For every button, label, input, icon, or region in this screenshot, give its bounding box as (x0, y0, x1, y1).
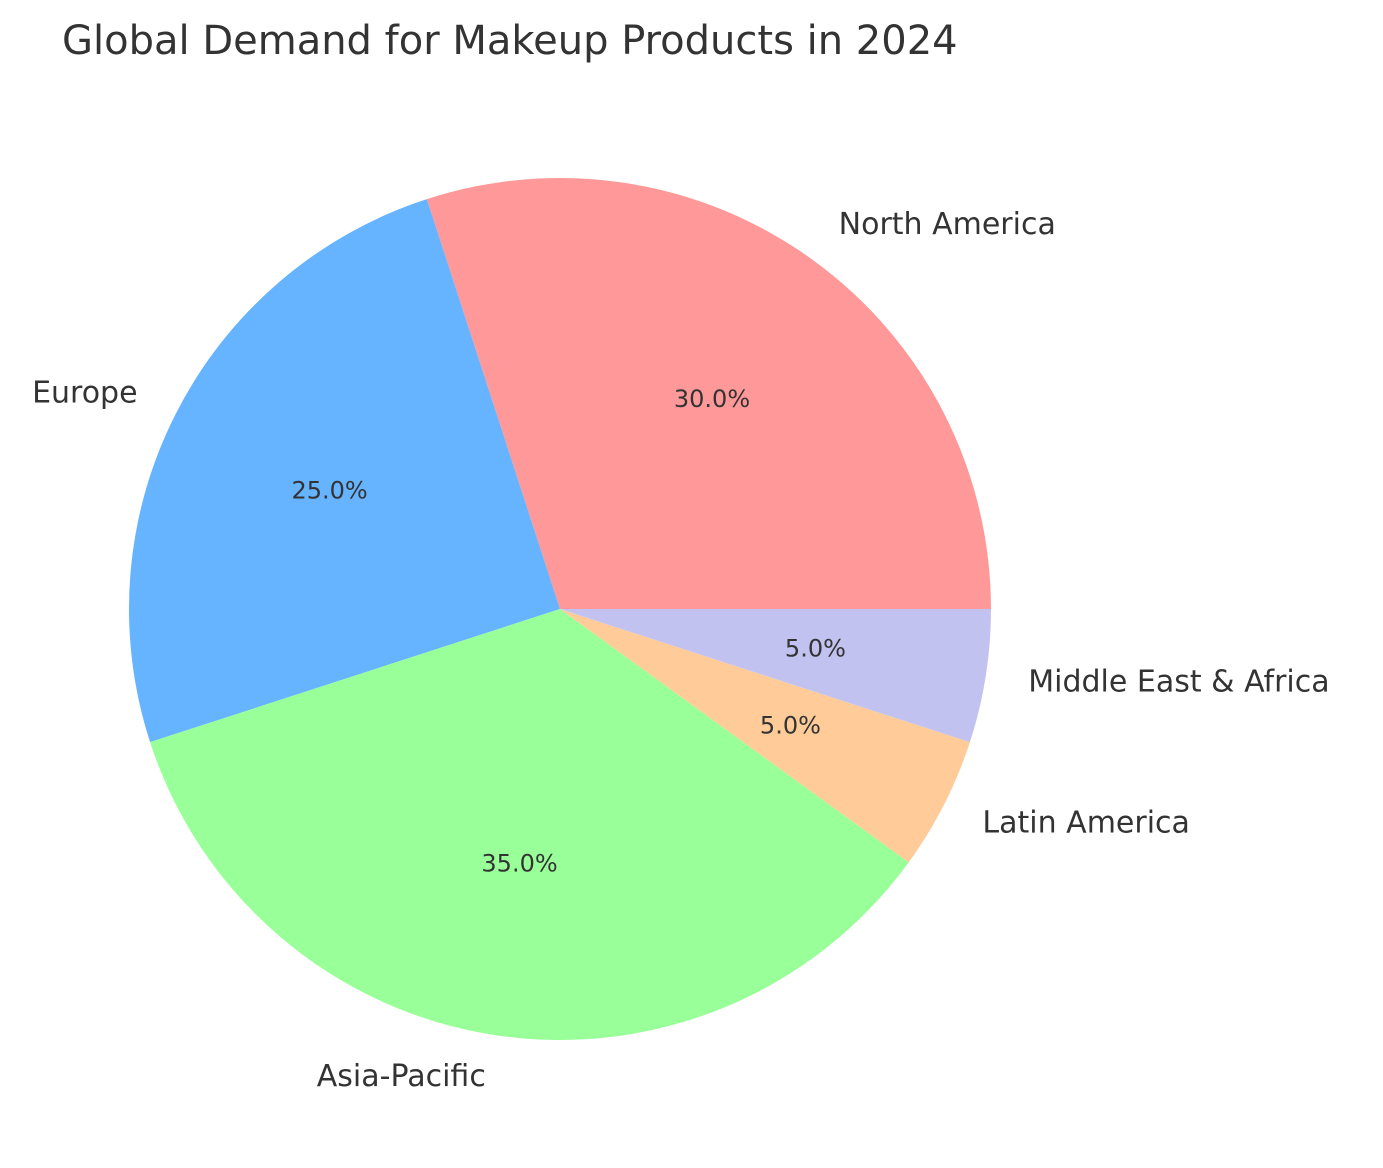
chart-title: Global Demand for Makeup Products in 202… (62, 18, 958, 64)
percent-label-north-america: 30.0% (674, 385, 750, 413)
percent-label-middle-east-and-africa: 5.0% (785, 634, 846, 662)
percent-label-asia-pacific: 35.0% (481, 849, 557, 877)
percent-label-latin-america: 5.0% (760, 711, 821, 739)
slice-label-north-america: North America (839, 207, 1056, 242)
slice-label-europe: Europe (32, 375, 138, 410)
pie-slice-asia-pacific (150, 609, 909, 1040)
pie-slices (129, 178, 991, 1040)
slice-label-middle-east-and-africa: Middle East & Africa (1028, 665, 1329, 700)
slice-label-asia-pacific: Asia-Pacific (317, 1059, 486, 1094)
percent-label-europe: 25.0% (291, 477, 367, 505)
pie-slice-latin-america (560, 609, 970, 863)
pie-slice-middle-east-and-africa (560, 609, 991, 743)
pie-slice-europe (129, 199, 561, 743)
pie-slice-north-america (426, 178, 991, 609)
slice-label-latin-america: Latin America (982, 806, 1190, 841)
pie-labels: North America 30.0% Europe 25.0% Asia-Pacifi… (32, 207, 1330, 1094)
